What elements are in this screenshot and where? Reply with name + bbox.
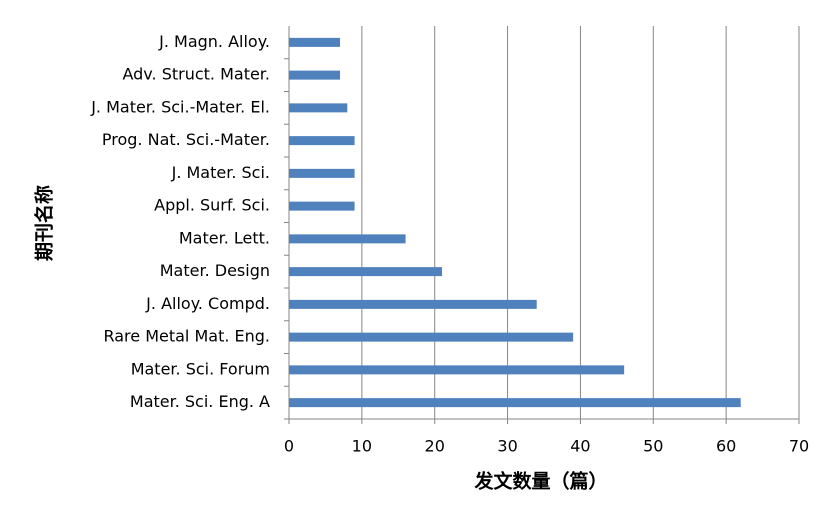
- bar: [289, 365, 625, 375]
- y-tick-label: J. Alloy. Compd.: [145, 294, 270, 313]
- bar: [289, 267, 442, 277]
- y-tick-label: Mater. Lett.: [179, 228, 270, 247]
- y-tick-label: Adv. Struct. Mater.: [122, 65, 270, 84]
- bar: [289, 234, 406, 244]
- bar: [289, 332, 574, 342]
- x-tick-label: 0: [284, 437, 294, 456]
- x-tick-label: 50: [643, 437, 663, 456]
- y-tick-label: Mater. Sci. Forum: [131, 359, 270, 378]
- x-tick-label: 20: [425, 437, 445, 456]
- y-tick-label: Prog. Nat. Sci.-Mater.: [102, 130, 270, 149]
- x-tick-label: 10: [352, 437, 372, 456]
- x-tick-label: 60: [716, 437, 736, 456]
- y-axis-title: 期刊名称: [33, 185, 56, 261]
- bar: [289, 398, 741, 408]
- y-tick-label: J. Mater. Sci.-Mater. El.: [90, 97, 270, 116]
- x-tick-label: 30: [497, 437, 517, 456]
- bar: [289, 70, 340, 80]
- bar: [289, 168, 355, 178]
- y-tick-label: J. Mater. Sci.: [171, 163, 270, 182]
- bar: [289, 37, 340, 47]
- x-tick-label: 40: [570, 437, 590, 456]
- bar: [289, 201, 355, 211]
- y-tick-label: Mater. Design: [160, 261, 270, 280]
- bar: [289, 136, 355, 146]
- x-tick-label: 70: [789, 437, 809, 456]
- x-axis-title: 发文数量（篇）: [473, 470, 607, 493]
- y-tick-label: J. Magn. Alloy.: [158, 32, 270, 51]
- y-tick-label: Appl. Surf. Sci.: [154, 196, 270, 215]
- y-tick-label: Mater. Sci. Eng. A: [130, 392, 270, 411]
- bar: [289, 299, 537, 309]
- bar: [289, 103, 348, 113]
- y-tick-label: Rare Metal Mat. Eng.: [103, 327, 270, 346]
